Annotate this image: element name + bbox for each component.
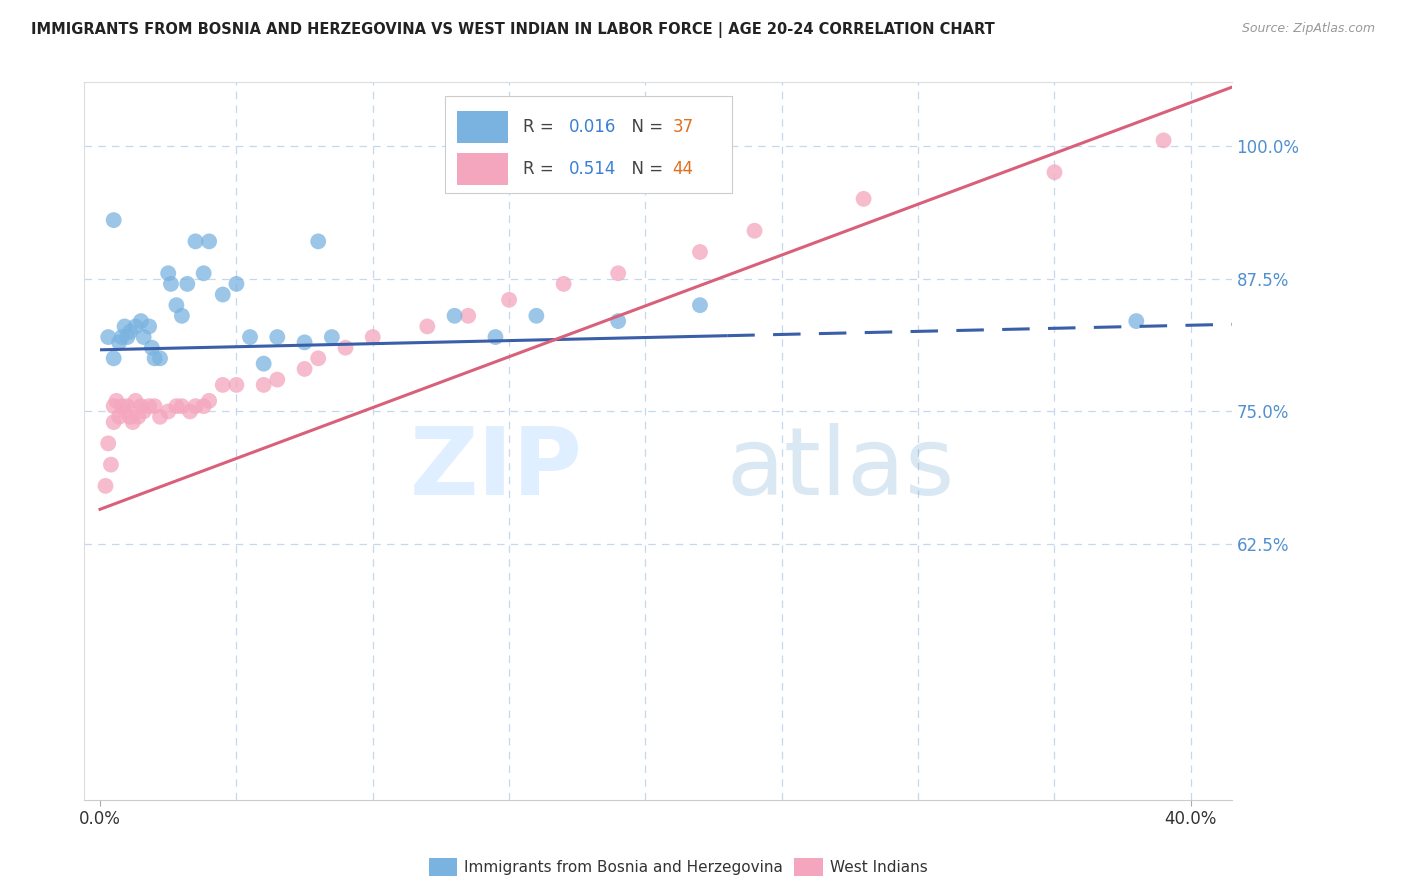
Point — [239, 330, 262, 344]
Point — [498, 293, 520, 307]
Point — [132, 404, 155, 418]
Point — [607, 266, 630, 280]
Point — [124, 393, 146, 408]
Point — [253, 377, 276, 392]
Point — [361, 330, 384, 344]
Point — [184, 399, 207, 413]
Point — [94, 479, 117, 493]
Text: 0.016: 0.016 — [569, 119, 617, 136]
Point — [689, 245, 711, 260]
Point — [97, 436, 120, 450]
Point — [124, 319, 146, 334]
Point — [114, 404, 136, 418]
Point — [108, 409, 131, 424]
Point — [457, 309, 479, 323]
Point — [149, 409, 172, 424]
Text: R =: R = — [523, 119, 560, 136]
Point — [138, 319, 160, 334]
Point — [103, 351, 125, 366]
Point — [198, 235, 221, 249]
Point — [1153, 133, 1175, 147]
Point — [121, 415, 143, 429]
Point — [127, 409, 149, 424]
Point — [607, 314, 630, 328]
Point — [184, 235, 207, 249]
Text: 44: 44 — [672, 160, 693, 178]
Point — [321, 330, 343, 344]
Bar — [457, 112, 509, 143]
Point — [689, 298, 711, 312]
Point — [129, 314, 152, 328]
Point — [744, 224, 766, 238]
Point — [111, 399, 134, 413]
Text: R =: R = — [523, 160, 560, 178]
Point — [111, 330, 134, 344]
Point — [524, 309, 547, 323]
Point — [484, 330, 506, 344]
Point — [143, 351, 166, 366]
Text: 37: 37 — [672, 119, 693, 136]
Point — [225, 277, 247, 291]
Text: Source: ZipAtlas.com: Source: ZipAtlas.com — [1241, 22, 1375, 36]
Point — [294, 335, 316, 350]
Point — [211, 287, 233, 301]
Point — [103, 399, 125, 413]
Point — [114, 319, 136, 334]
Point — [138, 399, 160, 413]
Point — [170, 399, 193, 413]
Point — [157, 266, 180, 280]
Text: 0.514: 0.514 — [569, 160, 617, 178]
Point — [165, 298, 187, 312]
Point — [118, 409, 141, 424]
Point — [193, 399, 215, 413]
Point — [193, 266, 215, 280]
Point — [157, 404, 180, 418]
Point — [852, 192, 875, 206]
Text: N =: N = — [621, 119, 668, 136]
Text: atlas: atlas — [727, 424, 955, 516]
Point — [335, 341, 357, 355]
Point — [170, 309, 193, 323]
Point — [266, 330, 288, 344]
Point — [416, 319, 439, 334]
Point — [117, 399, 139, 413]
Point — [108, 335, 131, 350]
Point — [132, 330, 155, 344]
Point — [307, 235, 329, 249]
Point — [103, 213, 125, 227]
Point — [211, 377, 233, 392]
Point — [176, 277, 198, 291]
Point — [443, 309, 465, 323]
Point — [129, 399, 152, 413]
Bar — [457, 153, 509, 185]
Point — [179, 404, 201, 418]
Point — [307, 351, 329, 366]
Point — [160, 277, 183, 291]
Point — [103, 415, 125, 429]
Point — [1043, 165, 1066, 179]
Text: N =: N = — [621, 160, 668, 178]
Point — [117, 330, 139, 344]
Point — [1125, 314, 1147, 328]
Point — [294, 362, 316, 376]
Bar — [446, 96, 733, 194]
Point — [149, 351, 172, 366]
Text: ZIP: ZIP — [411, 424, 583, 516]
Point — [198, 393, 221, 408]
Point — [118, 325, 141, 339]
Point — [141, 341, 163, 355]
Text: IMMIGRANTS FROM BOSNIA AND HERZEGOVINA VS WEST INDIAN IN LABOR FORCE | AGE 20-24: IMMIGRANTS FROM BOSNIA AND HERZEGOVINA V… — [31, 22, 994, 38]
Point — [266, 373, 288, 387]
Point — [143, 399, 166, 413]
Point — [225, 377, 247, 392]
Point — [97, 330, 120, 344]
Point — [165, 399, 187, 413]
Point — [100, 458, 122, 472]
Text: Immigrants from Bosnia and Herzegovina: Immigrants from Bosnia and Herzegovina — [464, 860, 783, 874]
Point — [253, 357, 276, 371]
Point — [105, 393, 128, 408]
Text: West Indians: West Indians — [830, 860, 928, 874]
Point — [553, 277, 575, 291]
